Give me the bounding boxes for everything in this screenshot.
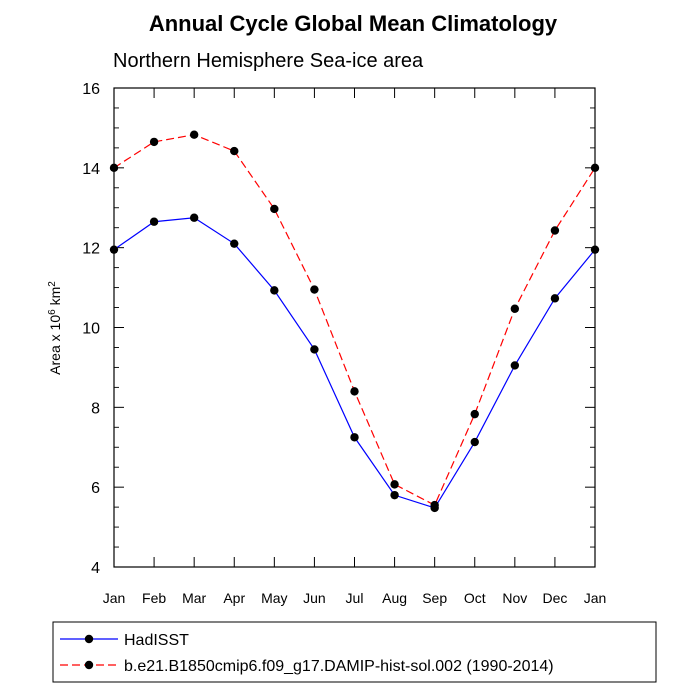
y-tick-label: 14 — [82, 161, 100, 178]
y-tick-label: 12 — [82, 241, 100, 258]
axes-group — [113, 87, 596, 568]
series-1-point — [390, 480, 399, 489]
series-1-point — [149, 137, 159, 147]
series-line-1 — [113, 134, 596, 506]
series-group — [109, 130, 600, 513]
series-1-point — [230, 146, 239, 156]
x-tick-label: May — [261, 590, 287, 606]
series-0-point — [510, 361, 520, 370]
x-tick-label: Jul — [346, 590, 364, 606]
series-1-point — [510, 304, 520, 313]
y-tick-label: 16 — [82, 81, 100, 98]
series-0-point — [270, 286, 279, 295]
series-0-point — [310, 345, 319, 354]
series-1-point — [270, 204, 279, 214]
series-1-point — [470, 409, 479, 419]
x-tick-label: Mar — [182, 590, 206, 606]
series-1-point — [310, 285, 319, 294]
legend-label-model: b.e21.B1850cmip6.f09_g17.DAMIP-hist-sol.… — [124, 658, 554, 675]
y-axis-label-unit: km — [47, 287, 63, 310]
series-1-point — [550, 226, 560, 235]
series-1-point — [590, 163, 600, 173]
series-1-point — [350, 387, 359, 396]
series-1-point — [109, 163, 119, 173]
series-0-point — [390, 490, 399, 500]
legend-label-hadisst: HadISST — [124, 632, 189, 649]
x-tick-label: Aug — [382, 590, 407, 606]
y-tick-label: 8 — [91, 400, 100, 417]
series-0-point — [189, 213, 199, 222]
y-axis-label-exponent-2: 2 — [47, 281, 58, 287]
series-1-point — [189, 130, 199, 139]
series-line-0 — [113, 217, 596, 509]
series-0-point — [149, 217, 159, 226]
y-tick-label: 4 — [91, 560, 100, 577]
series-0-point — [230, 239, 239, 248]
x-tick-label: Nov — [502, 590, 527, 606]
x-tick-label: Apr — [223, 590, 245, 606]
series-0-point — [590, 245, 600, 254]
x-tick-label: Dec — [542, 590, 567, 606]
x-tick-label: Feb — [142, 590, 166, 606]
y-tick-label: 10 — [82, 321, 100, 338]
legend-box — [52, 621, 657, 683]
series-0-point — [109, 245, 119, 254]
x-tick-label: Oct — [464, 590, 486, 606]
series-0-point — [470, 437, 479, 447]
y-axis-label: Area x 106 km2 — [47, 281, 63, 375]
series-0-point — [550, 294, 560, 303]
legend-marker-hadisst — [84, 634, 94, 644]
y-axis-label-prefix: Area x 10 — [47, 315, 63, 375]
ticks-group: 4 6 8 10 12 14 16 Jan Feb Mar Apr May Jun Jul Aug Sep Oc… — [82, 81, 606, 606]
legend: HadISST b.e21.B1850cmip6.f09_g17.DAMIP-h… — [52, 621, 657, 683]
y-axis-label-exponent-1: 6 — [47, 309, 58, 315]
legend-marker-model — [84, 660, 94, 670]
x-tick-label: Jan — [584, 590, 607, 606]
x-tick-label: Jun — [303, 590, 326, 606]
plot-area-frame — [113, 87, 596, 568]
y-tick-label: 6 — [91, 480, 100, 497]
chart-subtitle: Northern Hemisphere Sea-ice area — [113, 50, 424, 72]
x-tick-label: Sep — [422, 590, 447, 606]
series-0-point — [350, 433, 359, 442]
series-1-point — [430, 500, 439, 510]
chart-title: Annual Cycle Global Mean Climatology — [149, 11, 558, 36]
x-tick-label: Jan — [103, 590, 126, 606]
